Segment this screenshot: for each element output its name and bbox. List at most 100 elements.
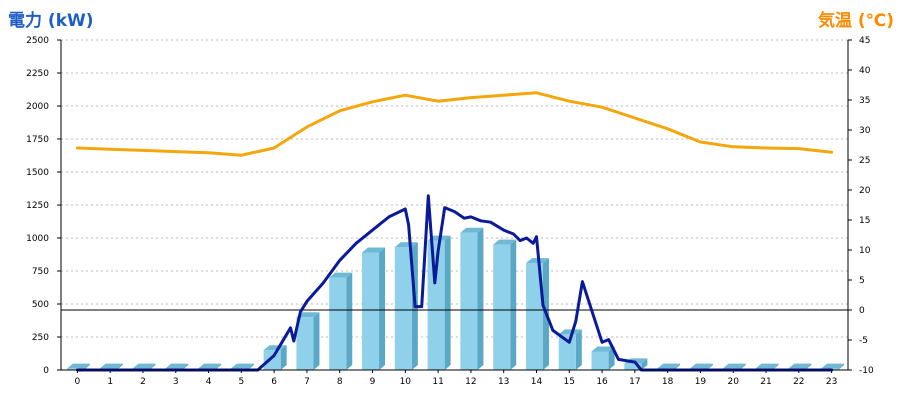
bar-side bbox=[346, 272, 353, 370]
bar-top bbox=[788, 363, 812, 369]
bar-top bbox=[329, 272, 353, 278]
x-tick-label: 8 bbox=[337, 377, 343, 387]
bar-side bbox=[805, 363, 812, 370]
bar-side bbox=[641, 358, 648, 370]
bar bbox=[361, 252, 380, 370]
x-tick-label: 6 bbox=[271, 377, 277, 387]
bar-top bbox=[99, 363, 123, 369]
bar-side bbox=[510, 239, 517, 370]
temperature-line bbox=[75, 91, 834, 157]
x-tick-label: 18 bbox=[662, 377, 674, 387]
bar-top bbox=[558, 329, 582, 335]
right-tick-label: 35 bbox=[859, 96, 870, 106]
x-tick-label: 12 bbox=[465, 377, 476, 387]
left-tick-label: 750 bbox=[32, 267, 49, 277]
right-tick-label: 10 bbox=[859, 246, 871, 256]
bar-side bbox=[838, 363, 845, 370]
x-tick-label: 2 bbox=[140, 377, 146, 387]
power-line bbox=[75, 194, 834, 372]
x-tick-label: 15 bbox=[564, 377, 575, 387]
bar-side bbox=[477, 227, 484, 370]
left-tick-label: 500 bbox=[32, 300, 49, 310]
x-tick-label: 23 bbox=[826, 377, 837, 387]
right-tick-label: -10 bbox=[859, 366, 874, 376]
left-tick-label: 1500 bbox=[26, 168, 49, 178]
x-tick-label: 17 bbox=[629, 377, 640, 387]
x-tick-label: 13 bbox=[498, 377, 509, 387]
bar-side bbox=[215, 363, 222, 370]
x-tick-label: 16 bbox=[596, 377, 608, 387]
bar-top bbox=[722, 363, 746, 369]
right-tick-label: 40 bbox=[859, 66, 871, 76]
bar-side bbox=[83, 363, 90, 370]
bar-side bbox=[149, 363, 156, 370]
bar-top bbox=[591, 346, 615, 352]
bar bbox=[624, 363, 642, 370]
bar bbox=[394, 247, 412, 370]
bar-side bbox=[379, 247, 386, 370]
bar bbox=[591, 351, 609, 370]
x-tick-label: 19 bbox=[695, 377, 707, 387]
x-tick-label: 3 bbox=[173, 377, 179, 387]
x-tick-label: 22 bbox=[793, 377, 804, 387]
left-tick-label: 1000 bbox=[26, 234, 49, 244]
bar-side bbox=[608, 346, 615, 370]
right-tick-label: -5 bbox=[859, 336, 868, 346]
bar-top bbox=[689, 363, 713, 369]
bar-top bbox=[66, 363, 90, 369]
bar-side bbox=[674, 363, 681, 370]
right-tick-label: 25 bbox=[859, 156, 870, 166]
bar-side bbox=[247, 363, 254, 370]
bar-top bbox=[230, 363, 254, 369]
bar-side bbox=[313, 312, 320, 370]
x-tick-label: 4 bbox=[206, 377, 212, 387]
x-tick-label: 14 bbox=[531, 377, 543, 387]
left-tick-label: 0 bbox=[43, 366, 49, 376]
bar-top bbox=[296, 312, 320, 318]
bar bbox=[525, 263, 544, 370]
right-axis-title: 気温 (℃) bbox=[817, 11, 894, 31]
bar-side bbox=[116, 363, 123, 370]
bar bbox=[493, 244, 511, 370]
bar-top bbox=[361, 247, 386, 253]
bar-side bbox=[575, 329, 582, 370]
bar-side bbox=[182, 363, 189, 370]
bar bbox=[263, 350, 281, 370]
bar-side bbox=[280, 345, 287, 370]
bar-top bbox=[657, 363, 681, 369]
right-tick-label: 20 bbox=[859, 186, 871, 196]
x-tick-label: 9 bbox=[370, 377, 376, 387]
bar-top bbox=[493, 239, 517, 245]
left-tick-label: 1750 bbox=[26, 135, 49, 145]
left-tick-label: 1250 bbox=[26, 201, 49, 211]
left-tick-label: 2000 bbox=[26, 102, 49, 112]
bar-top bbox=[165, 363, 189, 369]
bar-top bbox=[132, 363, 156, 369]
bar-top bbox=[821, 363, 845, 369]
bar bbox=[427, 240, 445, 370]
right-tick-label: 45 bbox=[859, 36, 870, 46]
bar bbox=[66, 368, 84, 370]
bar-top bbox=[460, 227, 484, 233]
bar-top bbox=[198, 363, 222, 369]
right-tick-label: 0 bbox=[859, 306, 865, 316]
left-tick-label: 2500 bbox=[26, 36, 49, 46]
bar bbox=[460, 232, 478, 370]
right-tick-label: 5 bbox=[859, 276, 865, 286]
x-tick-label: 21 bbox=[760, 377, 771, 387]
right-tick-label: 30 bbox=[859, 126, 871, 136]
x-tick-label: 10 bbox=[400, 377, 412, 387]
x-tick-label: 1 bbox=[107, 377, 113, 387]
bar-top bbox=[755, 363, 779, 369]
bar bbox=[296, 317, 314, 370]
bar-top bbox=[394, 242, 418, 248]
x-tick-label: 5 bbox=[238, 377, 244, 387]
x-tick-label: 11 bbox=[432, 377, 443, 387]
bar-side bbox=[739, 363, 746, 370]
x-tick-label: 0 bbox=[75, 377, 81, 387]
bar-side bbox=[772, 363, 779, 370]
bar-side bbox=[444, 235, 451, 370]
bar bbox=[329, 277, 347, 370]
